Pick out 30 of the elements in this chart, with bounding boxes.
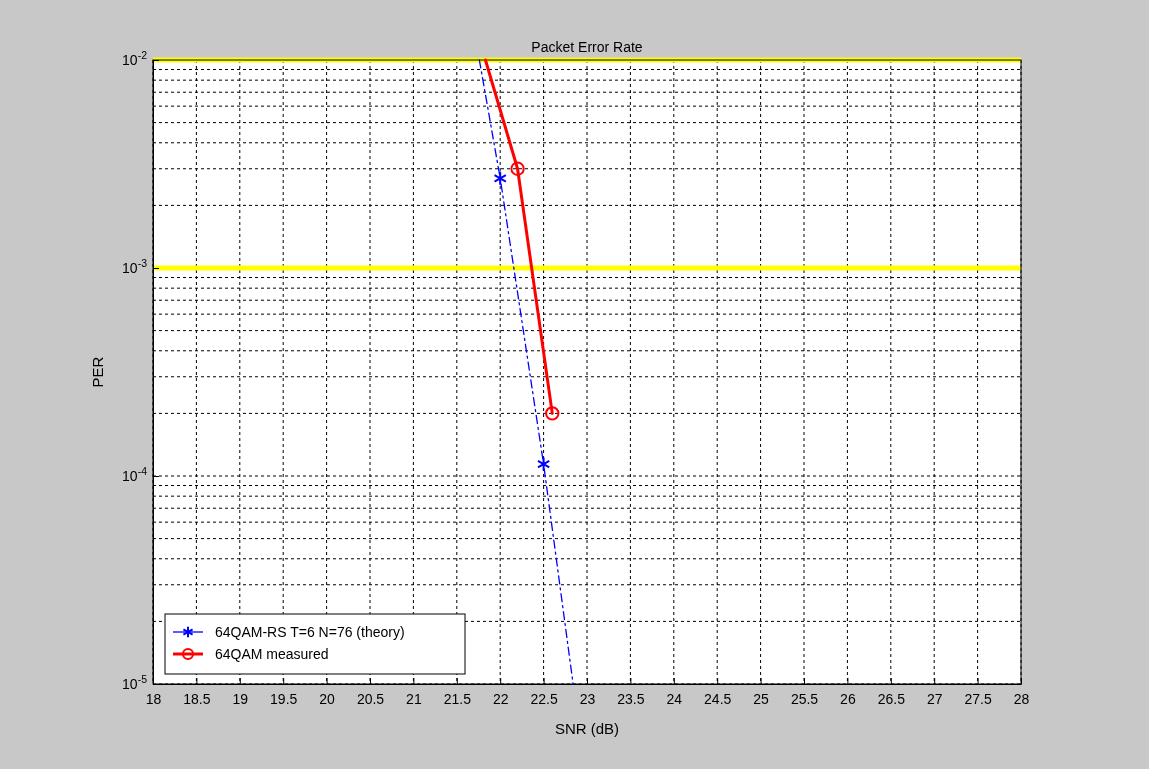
x-tick-label: 27.5 — [964, 690, 992, 707]
legend-label: 64QAM measured — [215, 646, 329, 662]
x-tick-label: 19.5 — [270, 690, 298, 707]
y-tick-label: 10$^{-2}$ — [122, 48, 148, 68]
x-tick-label: 24 — [666, 690, 683, 707]
x-tick-label: 25.5 — [790, 690, 819, 707]
y-axis-title: PER — [89, 356, 106, 388]
y-tick-label: 10$^{-3}$ — [122, 256, 148, 276]
x-tick-label: 18 — [145, 690, 162, 707]
x-tick-label: 24.5 — [704, 690, 732, 707]
x-tick-label: 27 — [926, 690, 943, 707]
legend-label: 64QAM-RS T=6 N=76 (theory) — [215, 624, 405, 640]
x-tick-label: 20 — [319, 690, 336, 707]
x-tick-label: 21 — [406, 690, 422, 707]
x-tick-label: 20.5 — [356, 690, 385, 707]
x-tick-label: 19 — [232, 690, 249, 707]
x-tick-label: 26 — [840, 690, 856, 707]
x-axis-title: SNR (dB) — [554, 720, 620, 737]
x-tick-label: 28 — [1013, 690, 1030, 707]
x-tick-label: 21.5 — [443, 690, 472, 707]
x-tick-label: 22.5 — [530, 690, 558, 707]
x-tick-label: 18.5 — [183, 690, 211, 707]
x-tick-label: 26.5 — [877, 690, 906, 707]
y-tick-label: 10$^{-4}$ — [122, 464, 148, 484]
x-tick-label: 23.5 — [617, 690, 645, 707]
x-tick-label: 25 — [753, 690, 770, 707]
x-tick-label: 23 — [579, 690, 596, 707]
chart-title: Packet Error Rate — [531, 39, 643, 55]
x-tick-label: 22 — [492, 690, 509, 707]
y-tick-label: 10$^{-5}$ — [122, 672, 148, 692]
